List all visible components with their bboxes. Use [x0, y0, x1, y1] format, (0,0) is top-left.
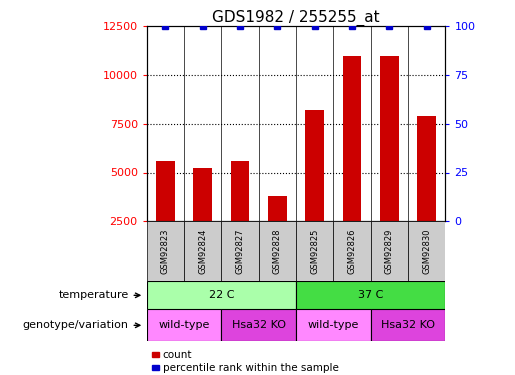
Bar — [268, 196, 287, 221]
Text: wild-type: wild-type — [308, 320, 359, 330]
Bar — [231, 161, 249, 221]
Text: 37 C: 37 C — [358, 290, 384, 300]
Bar — [152, 365, 159, 370]
Text: GSM92825: GSM92825 — [311, 228, 319, 274]
Bar — [296, 221, 334, 281]
Text: GSM92823: GSM92823 — [161, 228, 170, 274]
Text: GSM92827: GSM92827 — [236, 228, 245, 274]
Text: count: count — [163, 350, 192, 360]
Text: GSM92828: GSM92828 — [273, 228, 282, 274]
Text: GSM92826: GSM92826 — [348, 228, 356, 274]
Bar — [305, 110, 324, 221]
Bar — [221, 221, 259, 281]
Bar — [334, 221, 371, 281]
Text: temperature: temperature — [59, 290, 129, 300]
Text: genotype/variation: genotype/variation — [23, 320, 129, 330]
Bar — [147, 281, 296, 309]
Text: wild-type: wild-type — [159, 320, 210, 330]
Bar — [343, 56, 362, 221]
Bar — [371, 221, 408, 281]
Text: Hsa32 KO: Hsa32 KO — [232, 320, 286, 330]
Text: Hsa32 KO: Hsa32 KO — [381, 320, 435, 330]
Bar — [156, 161, 175, 221]
Bar — [418, 116, 436, 221]
Bar — [152, 352, 159, 357]
Bar — [380, 56, 399, 221]
Text: percentile rank within the sample: percentile rank within the sample — [163, 363, 339, 373]
Text: GSM92830: GSM92830 — [422, 228, 431, 274]
Bar — [371, 309, 445, 341]
Bar — [408, 221, 445, 281]
Bar — [296, 309, 371, 341]
Text: GSM92824: GSM92824 — [198, 228, 207, 274]
Bar — [259, 221, 296, 281]
Bar — [296, 281, 445, 309]
Bar — [147, 309, 221, 341]
Bar — [147, 221, 184, 281]
Bar — [184, 221, 221, 281]
Title: GDS1982 / 255255_at: GDS1982 / 255255_at — [212, 10, 380, 26]
Bar — [221, 309, 296, 341]
Text: GSM92829: GSM92829 — [385, 228, 394, 274]
Bar — [194, 168, 212, 221]
Text: 22 C: 22 C — [209, 290, 234, 300]
